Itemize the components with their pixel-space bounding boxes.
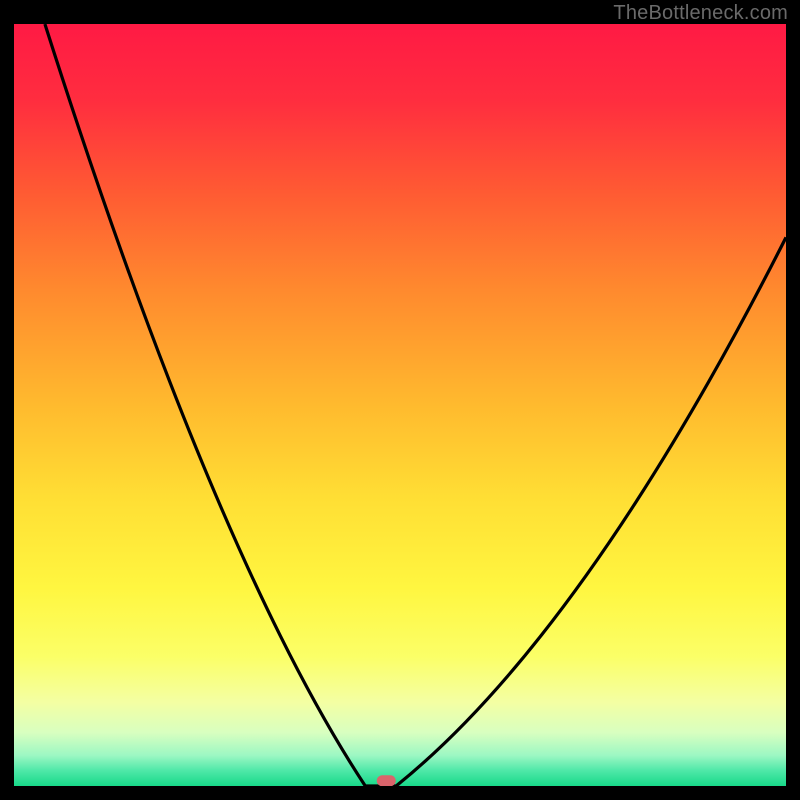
vertex-marker bbox=[377, 775, 396, 786]
plot-area bbox=[14, 24, 786, 786]
chart-frame: TheBottleneck.com bbox=[0, 0, 800, 800]
curve-path bbox=[45, 24, 786, 786]
bottleneck-curve bbox=[14, 24, 786, 786]
watermark-text: TheBottleneck.com bbox=[613, 2, 788, 25]
